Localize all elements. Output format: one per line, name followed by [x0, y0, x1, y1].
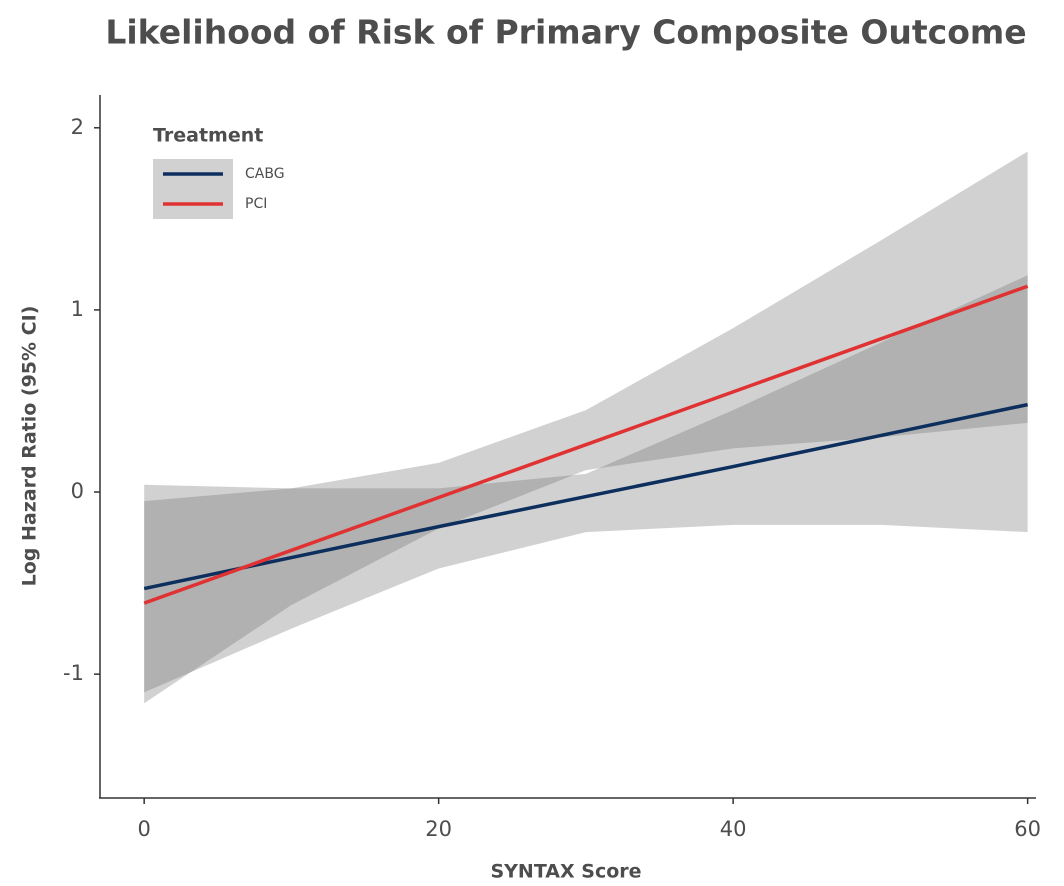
y-tick-label: -1	[63, 661, 84, 685]
x-tick-label: 20	[425, 817, 452, 841]
y-tick-label: 0	[71, 479, 84, 503]
x-axis-title: SYNTAX Score	[490, 861, 641, 883]
legend-label: CABG	[245, 166, 285, 182]
series-line	[143, 284, 1029, 605]
y-axis-title: Log Hazard Ratio (95% CI)	[19, 306, 41, 587]
y-tick-label: 2	[71, 115, 84, 139]
chart-title: Likelihood of Risk of Primary Composite …	[105, 13, 1026, 52]
x-tick-label: 40	[720, 817, 747, 841]
x-tick-label: 0	[137, 817, 150, 841]
legend-label: PCI	[245, 196, 267, 212]
legend-title: Treatment	[153, 125, 263, 147]
x-tick-label: 60	[1014, 817, 1041, 841]
y-tick-label: 1	[71, 297, 84, 321]
ci-ribbon	[144, 275, 1028, 693]
ci-ribbon	[144, 151, 1028, 704]
series-line	[143, 402, 1029, 591]
